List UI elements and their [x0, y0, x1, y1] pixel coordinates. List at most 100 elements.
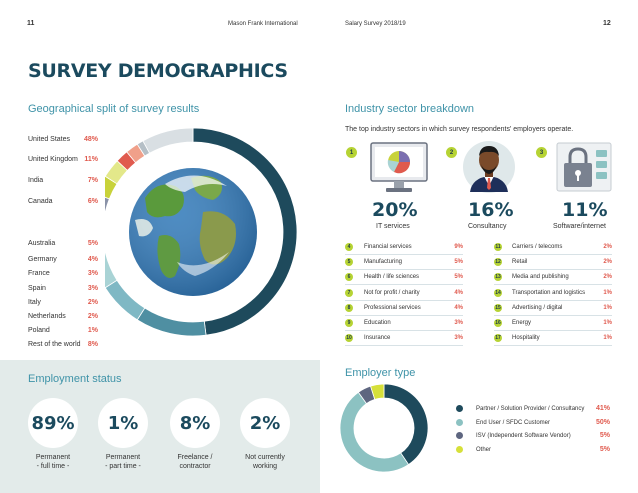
- industry-divider: [494, 314, 612, 316]
- geo-country-label: Canada: [28, 198, 53, 205]
- industry-rank-badge: 13: [494, 273, 502, 282]
- geo-country-label: United States: [28, 136, 71, 143]
- geo-country-pct: 48%: [84, 136, 99, 143]
- geo-country-pct: 11%: [84, 156, 98, 163]
- employment-pct-circle: 89%: [28, 398, 78, 448]
- industry-divider: [345, 254, 463, 255]
- geo-country-label: India: [28, 177, 44, 184]
- employer-ring-chart: [339, 383, 429, 473]
- geo-country-pct: 5%: [87, 240, 98, 247]
- geo-ring-segment-3: [105, 248, 118, 289]
- industry-rank-badge: 5: [345, 258, 353, 267]
- industry-rank-badge: 8: [345, 303, 353, 312]
- industry-name: Health / life sciences: [364, 274, 420, 281]
- industry-rank-badge: 15: [494, 303, 502, 312]
- legend-pct: 50%: [595, 418, 610, 426]
- industry-divider: [494, 269, 612, 271]
- industry-pct: 2%: [603, 244, 612, 250]
- page-title: SURVEY DEMOGRAPHICS: [28, 60, 288, 82]
- industry-pct: 2%: [603, 274, 612, 281]
- industry-pct: 1%: [603, 335, 612, 342]
- industry-divider: [494, 284, 612, 286]
- industry-pct: 5%: [454, 274, 463, 281]
- industry-name: Manufacturing: [364, 259, 403, 266]
- industry-pct: 1%: [603, 320, 612, 326]
- industry-rank-badge: 16: [494, 319, 502, 327]
- industry-divider: [494, 330, 612, 331]
- top-pct-1: 20%: [372, 199, 418, 221]
- geo-country-label: Australia: [28, 240, 56, 247]
- lock-software-icon: [556, 142, 612, 192]
- rank-badge-3: 3: [536, 147, 547, 158]
- geo-ring-segment-11: [142, 127, 194, 154]
- geo-ring-chart: [105, 127, 298, 337]
- industry-name: Media and publishing: [512, 274, 569, 281]
- geo-country-pct: 8%: [87, 341, 98, 348]
- industry-description: The top industry sectors in which survey…: [345, 126, 574, 133]
- industry-divider: [345, 269, 463, 271]
- geo-section-title: Geographical split of survey results: [28, 103, 200, 115]
- industry-pct: 3%: [454, 335, 463, 342]
- page-number-right: 12: [603, 20, 611, 27]
- industry-pct: 9%: [454, 244, 463, 250]
- geo-country-pct: 6%: [87, 198, 98, 205]
- geo-country-label: France: [28, 270, 50, 277]
- employment-label-line2: working: [252, 463, 278, 470]
- geo-country-pct: 7%: [87, 177, 98, 184]
- industry-name: Retail: [512, 259, 528, 266]
- legend-swatch: [456, 432, 463, 439]
- geo-country-pct: 1%: [87, 327, 98, 334]
- employment-section-title: Employment status: [28, 373, 122, 385]
- industry-divider: [345, 284, 463, 286]
- header-right-title: Salary Survey 2018/19: [345, 21, 406, 27]
- geo-country-label: United Kingdom: [28, 156, 78, 163]
- industry-name: Not for profit / charity: [364, 289, 420, 296]
- geo-country-pct: 3%: [87, 270, 98, 277]
- geo-country-pct: 2%: [87, 299, 98, 306]
- industry-name: Transportation and logistics: [512, 289, 586, 296]
- employment-pct-circle: 1%: [98, 398, 148, 448]
- globe-icon: [129, 168, 257, 296]
- legend-label: End User / SFDC Customer: [476, 419, 551, 426]
- geo-ring-segment-2: [105, 279, 146, 321]
- industry-pct: 2%: [603, 259, 612, 266]
- industry-name: Professional services: [364, 304, 421, 311]
- geo-country-label: Netherlands: [28, 313, 66, 320]
- industry-name: Financial services: [364, 244, 412, 250]
- industry-divider: [345, 299, 463, 301]
- rank-badge-1: 1: [346, 147, 357, 158]
- legend-label: Partner / Solution Provider / Consultanc…: [476, 406, 585, 412]
- industry-name: Hospitality: [512, 335, 540, 342]
- industry-name: Energy: [512, 320, 532, 326]
- geo-ring-segment-1: [136, 307, 207, 337]
- rank-badge-2: 2: [446, 147, 457, 158]
- industry-pct: 4%: [454, 304, 463, 311]
- employer-ring-segment-1: [339, 391, 410, 473]
- geo-country-label: Italy: [28, 299, 41, 306]
- legend-swatch: [456, 418, 463, 426]
- geo-country-pct: 3%: [87, 285, 98, 292]
- industry-section-title: Industry sector breakdown: [345, 103, 475, 115]
- industry-divider: [494, 299, 612, 301]
- geo-country-label: Spain: [28, 285, 46, 292]
- industry-rank-badge: 9: [345, 319, 353, 327]
- geo-country-label: Poland: [28, 327, 50, 334]
- legend-pct: 5%: [599, 432, 610, 439]
- top-pct-3: 11%: [562, 199, 608, 221]
- industry-rank-badge: 17: [494, 334, 502, 343]
- employment-label-line2: - part time -: [105, 463, 141, 470]
- industry-rank-badge: 10: [345, 334, 353, 343]
- industry-name: Carriers / telecoms: [512, 244, 563, 250]
- employer-section-title: Employer type: [345, 367, 416, 379]
- top-label-2: Consultancy: [468, 223, 507, 230]
- legend-pct: 41%: [595, 405, 610, 412]
- industry-divider: [345, 314, 463, 316]
- industry-divider: [494, 254, 612, 255]
- industry-rank-badge: 14: [494, 288, 502, 297]
- legend-label: ISV (Independent Software Vendor): [476, 433, 571, 439]
- industry-name: Insurance: [364, 335, 391, 342]
- industry-pct: 1%: [603, 304, 612, 311]
- employer-ring-segment-3: [370, 383, 385, 400]
- employment-label-line1: Permanent: [35, 454, 71, 461]
- consultant-avatar-icon: [463, 141, 515, 193]
